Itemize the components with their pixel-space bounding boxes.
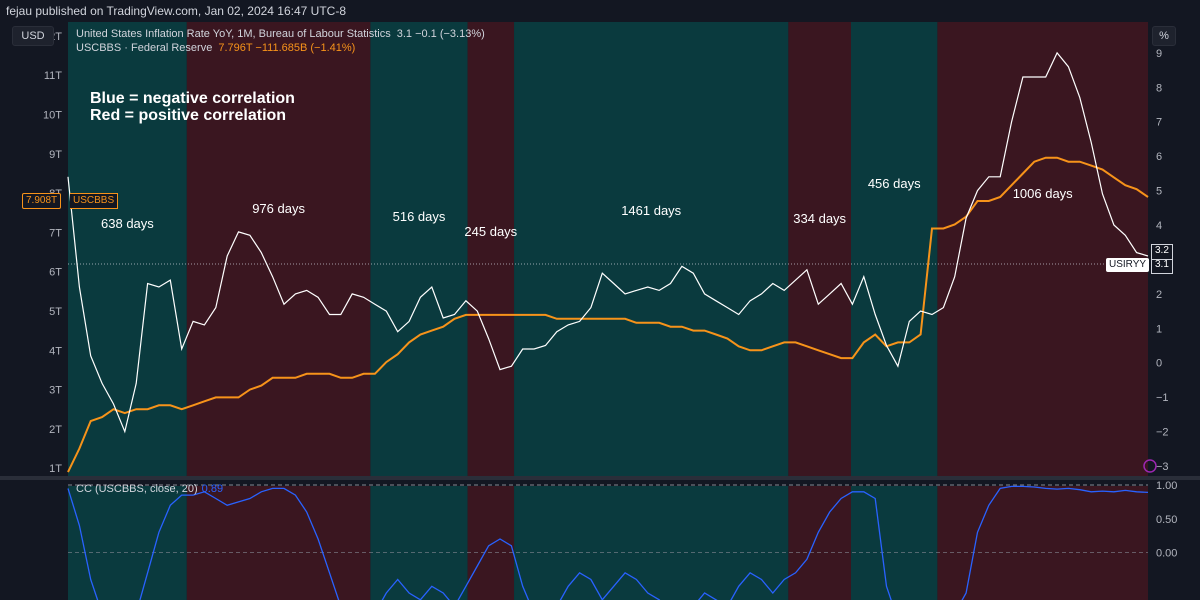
left-axis-tick: 7T <box>49 227 62 239</box>
left-axis-tick: 4T <box>49 345 62 357</box>
uscbbs-value-tag: 7.908T <box>22 193 62 209</box>
osc-axis-tick: 0.50 <box>1156 514 1177 526</box>
left-axis-tick: 10T <box>43 110 62 122</box>
oscillator-value: 0.89 <box>201 483 224 495</box>
region-duration-label: 245 days <box>464 224 517 239</box>
annotation-line-red: Red = positive correlation <box>90 107 287 124</box>
left-axis-tick: 1T <box>49 463 62 475</box>
oscillator-label: CC (USCBBS, close, 20) <box>76 483 198 495</box>
region-negative <box>514 22 789 476</box>
usiryy-value-tag: 3.1 <box>1151 258 1173 274</box>
left-axis-tick: 3T <box>49 385 62 397</box>
pane-divider <box>0 476 1200 480</box>
usiryy-name-tag: USIRYY <box>1106 258 1150 272</box>
right-axis-tick: 0 <box>1156 358 1162 370</box>
inflation-line <box>67 51 1149 434</box>
grid-lines <box>0 263 1200 553</box>
correlation-annotation: Blue = negative correlation Red = positi… <box>90 90 295 124</box>
left-axis-tick: 11T <box>44 70 62 82</box>
right-axis-tick: 6 <box>1156 151 1162 163</box>
osc-region-negative <box>514 486 789 600</box>
left-axis-tick: 2T <box>49 424 62 436</box>
region-duration-label: 516 days <box>393 209 446 224</box>
region-negative <box>68 22 187 476</box>
axes: 1T2T3T4T5T6T7T8T9T10T11T12T−3−2−10123456… <box>43 31 1177 560</box>
region-negative <box>851 22 938 476</box>
main-series-value: 3.1 −0.1 (−3.13%) <box>396 28 485 40</box>
fed-series-value: 7.796T −111.685B (−1.41%) <box>218 42 356 54</box>
osc-region-negative <box>370 486 468 600</box>
right-axis-tick: −3 <box>1156 461 1169 473</box>
left-axis-tick: 6T <box>49 267 62 279</box>
osc-region-negative <box>68 486 187 600</box>
osc-region-negative <box>851 486 938 600</box>
region-labels: 638 days 976 days 516 days 245 days 1461 day… <box>101 176 1073 239</box>
right-axis-tick: 9 <box>1156 48 1162 60</box>
region-negative <box>370 22 468 476</box>
right-axis-tick: 2 <box>1156 289 1162 301</box>
region-duration-label: 1006 days <box>1013 186 1073 201</box>
main-series-title: United States Inflation Rate YoY, 1M, Bu… <box>76 28 391 40</box>
region-duration-label: 976 days <box>252 201 305 216</box>
fed-series-legend[interactable]: USCBBS · Federal Reserve 7.796T −111.685B… <box>76 42 355 54</box>
top-bar: fejau published on TradingView.com, Jan … <box>0 0 1200 22</box>
region-duration-label: 638 days <box>101 216 154 231</box>
correlation-oscillator <box>67 485 1149 600</box>
right-axis-tick: −1 <box>1156 392 1169 404</box>
right-axis-tick: 1 <box>1156 323 1162 335</box>
main-series-legend[interactable]: United States Inflation Rate YoY, 1M, Bu… <box>76 28 485 40</box>
region-duration-label: 456 days <box>868 176 921 191</box>
previous-value-tag: 3.2 <box>1151 244 1173 260</box>
right-axis-tick: 7 <box>1156 117 1162 129</box>
region-duration-label: 334 days <box>793 211 846 226</box>
annotation-line-blue: Blue = negative correlation <box>90 90 295 107</box>
price-lines <box>67 51 1149 473</box>
correlation-regions <box>0 22 1200 600</box>
region-positive <box>788 22 851 476</box>
left-axis-tick: 5T <box>49 306 62 318</box>
region-positive <box>467 22 515 476</box>
osc-axis-tick: 0.00 <box>1156 548 1177 560</box>
osc-axis-tick: 1.00 <box>1156 480 1177 492</box>
fed-series-title: USCBBS · Federal Reserve <box>76 42 213 54</box>
region-positive <box>186 22 371 476</box>
correlation-line <box>67 485 1149 600</box>
region-positive <box>937 22 1148 476</box>
uscbbs-name-tag: USCBBS <box>70 193 119 209</box>
osc-region-positive <box>186 486 371 600</box>
oscillator-legend[interactable]: CC (USCBBS, close, 20) 0.89 <box>76 483 223 495</box>
currency-button[interactable]: USD <box>12 26 54 46</box>
right-axis-tick: 5 <box>1156 186 1162 198</box>
percent-scale-button[interactable]: % <box>1152 26 1176 46</box>
osc-region-positive <box>788 486 851 600</box>
right-axis-tick: −2 <box>1156 427 1169 439</box>
region-duration-label: 1461 days <box>621 203 681 218</box>
osc-region-positive <box>937 486 1148 600</box>
alert-circle-icon <box>1143 459 1157 473</box>
right-axis-tick: 4 <box>1156 220 1162 232</box>
right-axis-tick: 8 <box>1156 82 1162 94</box>
publisher-credit: fejau published on TradingView.com, Jan … <box>6 4 346 18</box>
left-axis-tick: 9T <box>49 149 62 161</box>
